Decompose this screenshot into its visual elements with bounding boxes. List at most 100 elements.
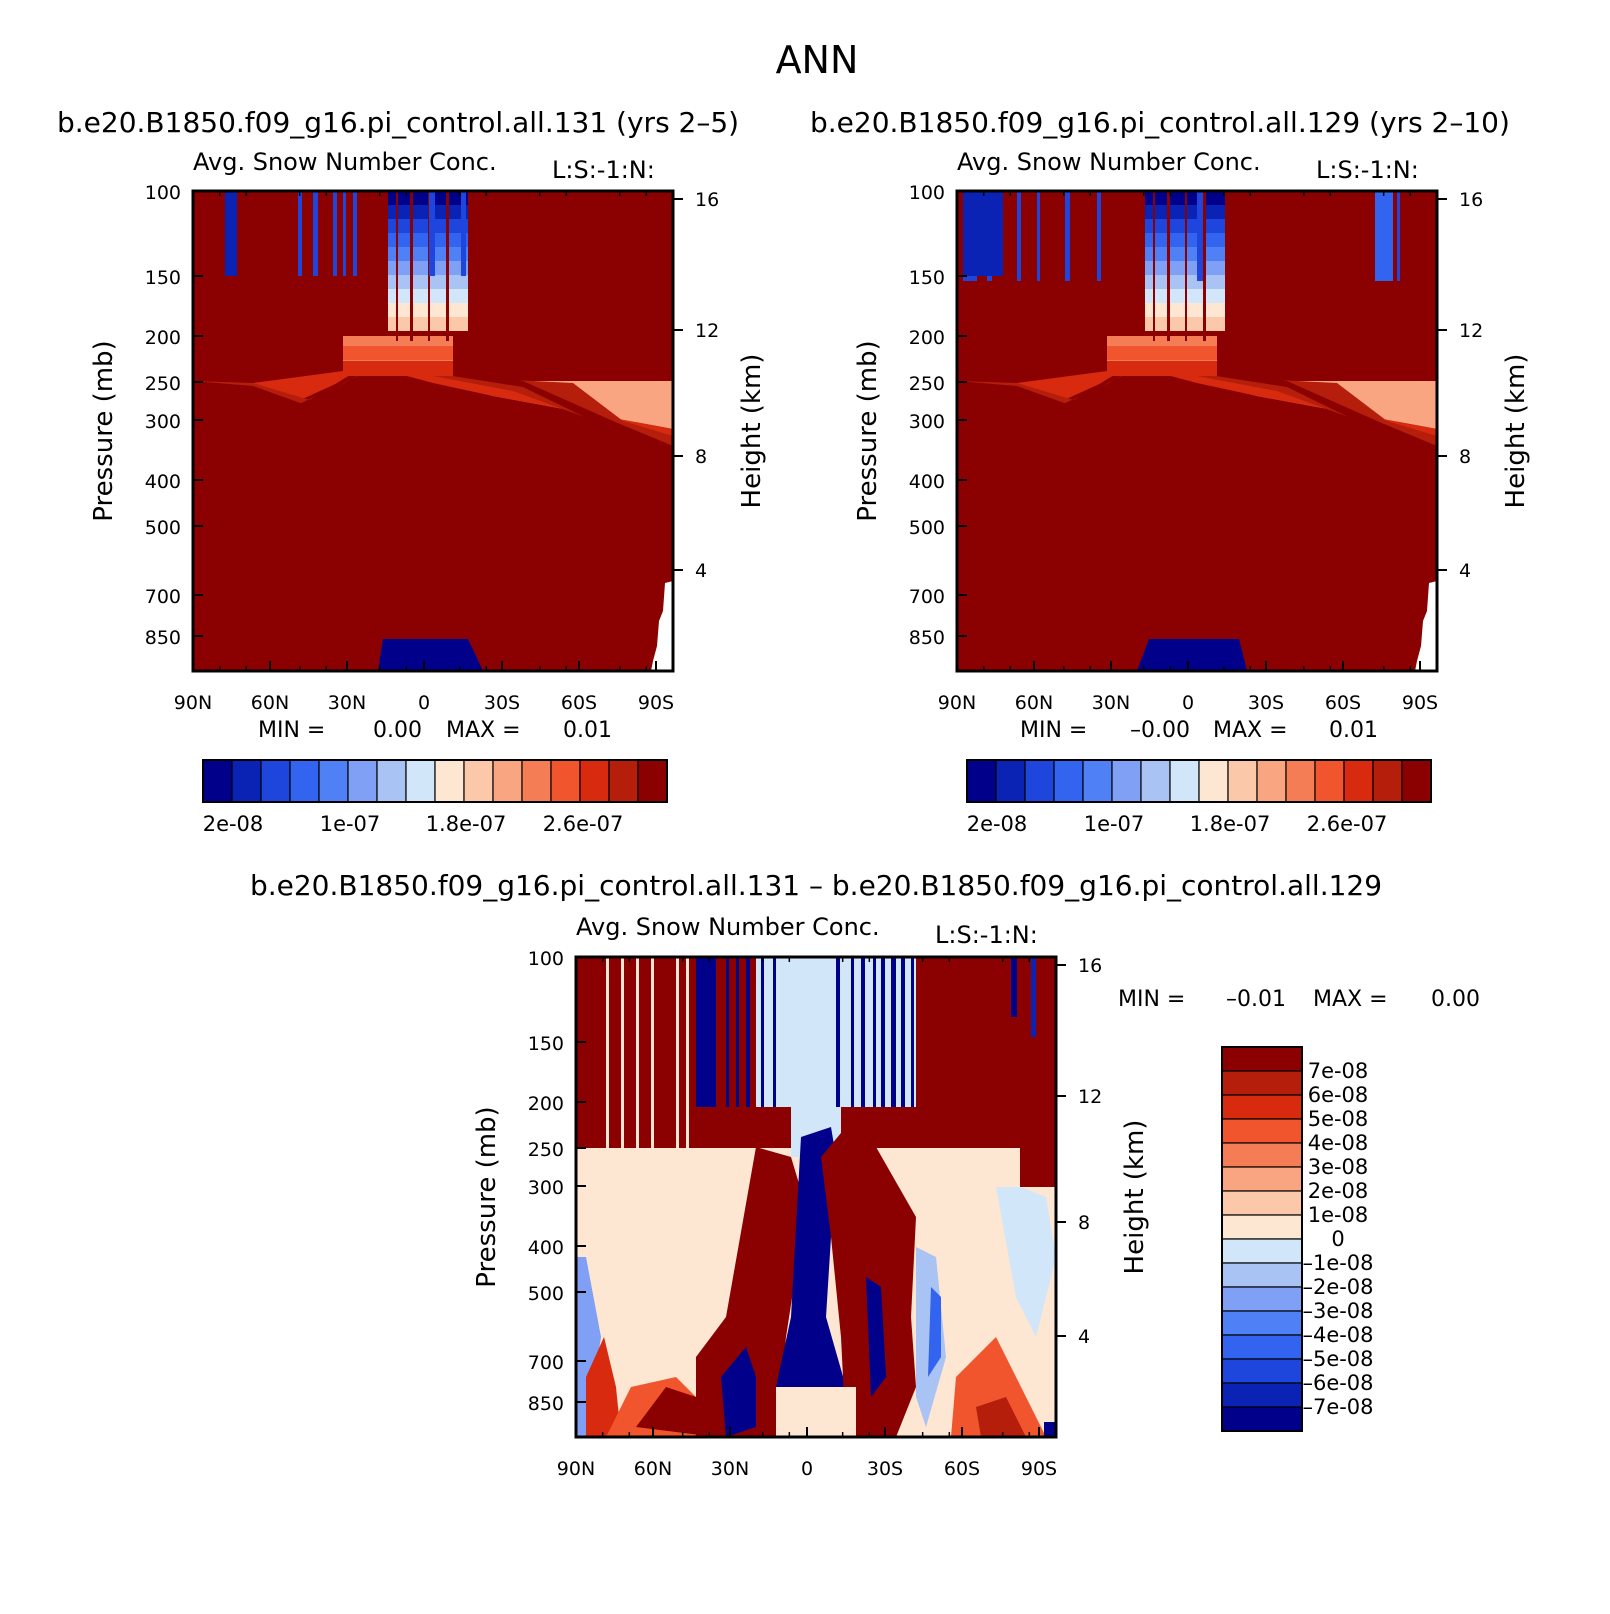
colorbar-swatch (1221, 1334, 1303, 1360)
figure-title: ANN (776, 38, 859, 82)
missing-data (651, 581, 673, 671)
panel-c-axes: 100 150 200 250 300 400 500 700 850 16 12 8 4 90N 60N 3… (528, 948, 1102, 1480)
panel-b: b.e20.B1850.f09_g16.pi_control.all.129 (… (810, 106, 1531, 836)
tropopause-band (957, 367, 1437, 453)
field-streak (911, 957, 914, 1107)
colorbar-swatch (1372, 759, 1403, 803)
field-streak (686, 957, 689, 1148)
colorbar-swatch (1221, 1406, 1303, 1432)
colorbar-swatch (1082, 759, 1113, 803)
field-streak (636, 957, 639, 1148)
panel-b-field (957, 191, 1437, 671)
tropopause-band (193, 367, 673, 453)
colorbar-swatch (347, 759, 378, 803)
positive-lobe (696, 1147, 806, 1437)
colorbar-swatch (1053, 759, 1084, 803)
y-tick-label: 700 (528, 1352, 564, 1374)
y-tick-label: 100 (528, 948, 564, 970)
panel-c-cbar-label: 2e-08 (1308, 1179, 1369, 1203)
y-tick-label: 150 (145, 267, 181, 289)
field-streak (1167, 191, 1170, 341)
field-streak (963, 191, 1003, 276)
panel-c-cbar-label: –7e-08 (1302, 1395, 1373, 1419)
field-cell (791, 957, 841, 1157)
colorbar-swatch (1285, 759, 1316, 803)
panel-a-level-tag: L:S:-1:N: (552, 156, 655, 184)
panel-a: b.e20.B1850.f09_g16.pi_control.all.131 (… (57, 106, 767, 836)
colorbar-swatch (1256, 759, 1287, 803)
y-tick-label: 400 (145, 471, 181, 493)
colorbar-swatch (1221, 1094, 1303, 1120)
panel-a-axes: 100 150 200 250 300 400 500 700 850 16 12 8 4 90N 60N 3… (145, 182, 719, 714)
y-right-tick-label: 16 (695, 189, 719, 211)
field-streak (1397, 191, 1400, 281)
panel-c-ylabel-right: Height (km) (1120, 1120, 1150, 1275)
colorbar-swatch (405, 759, 436, 803)
colorbar-frame (966, 759, 1432, 803)
field-streak (621, 957, 624, 1148)
colorbar-swatch (1221, 1166, 1303, 1192)
colorbar-swatch (1221, 1190, 1303, 1216)
x-tick-label: 30S (484, 692, 520, 714)
panel-a-cbar-label: 2e-08 (203, 812, 264, 836)
panel-a-frame (191, 189, 675, 673)
field-streak (761, 957, 764, 1107)
panel-a-max-value: 0.01 (563, 718, 612, 743)
field-streak (861, 957, 865, 1107)
colorbar-swatch (1221, 1262, 1303, 1288)
y-tick-label: 100 (909, 182, 945, 204)
y-tick-label: 700 (145, 586, 181, 608)
colorbar-swatch (463, 759, 494, 803)
panel-c-field (576, 957, 1056, 1437)
field-streak (1153, 191, 1155, 341)
y-tick-label: 200 (528, 1093, 564, 1115)
tropopause-band (193, 367, 673, 453)
panel-c-frame (574, 955, 1058, 1439)
panel-a-cbar-label: 1.8e-07 (426, 812, 507, 836)
positive-lobe (976, 1397, 1026, 1437)
colorbar-swatch (1221, 1238, 1303, 1264)
field-streak (396, 191, 398, 341)
field-streak (1375, 191, 1393, 281)
panel-c-cbar-label: –4e-08 (1302, 1323, 1373, 1347)
y-tick-label: 250 (909, 373, 945, 395)
panel-b-min-value: –0.00 (1130, 718, 1190, 743)
field-cell (1020, 1117, 1056, 1187)
x-tick-label: 60S (944, 1458, 980, 1480)
panel-a-field (193, 191, 673, 671)
tropopause-band (193, 367, 673, 453)
y-right-tick-label: 12 (695, 320, 719, 342)
colorbar-swatch (1221, 1358, 1303, 1384)
colorbar-swatch (521, 759, 552, 803)
panel-b-max-value: 0.01 (1329, 718, 1378, 743)
field-cell (343, 361, 453, 376)
field-streak (726, 957, 729, 1107)
panel-a-cbar-label: 1e-07 (320, 812, 381, 836)
colorbar-frame (1221, 1046, 1303, 1432)
y-right-tick-label: 4 (1078, 1326, 1090, 1348)
colorbar-swatch (1140, 759, 1171, 803)
panel-b-min-label: MIN = (1020, 718, 1087, 743)
panel-c-cbar-label: 3e-08 (1308, 1155, 1369, 1179)
y-tick-label: 500 (145, 517, 181, 539)
field-streak (446, 191, 449, 341)
panel-b-colorbar (966, 759, 1432, 803)
x-tick-label: 60N (251, 692, 289, 714)
colorbar-swatch (260, 759, 291, 803)
panel-b-level-tag: L:S:-1:N: (1316, 156, 1419, 184)
y-tick-label: 850 (528, 1393, 564, 1415)
panel-a-ylabel-right: Height (km) (737, 354, 767, 509)
panel-a-ylabel: Pressure (mb) (89, 340, 119, 521)
field-cell (343, 346, 453, 360)
field-streak (873, 957, 876, 1107)
field-streak (225, 191, 237, 276)
colorbar-swatch (1024, 759, 1055, 803)
colorbar-swatch (1343, 759, 1374, 803)
panel-a-max-label: MAX = (446, 718, 521, 743)
field-streak (313, 191, 318, 276)
colorbar-swatch (289, 759, 320, 803)
colorbar-swatch (1221, 1382, 1303, 1408)
y-tick-label: 300 (145, 411, 181, 433)
colorbar-swatch (608, 759, 639, 803)
